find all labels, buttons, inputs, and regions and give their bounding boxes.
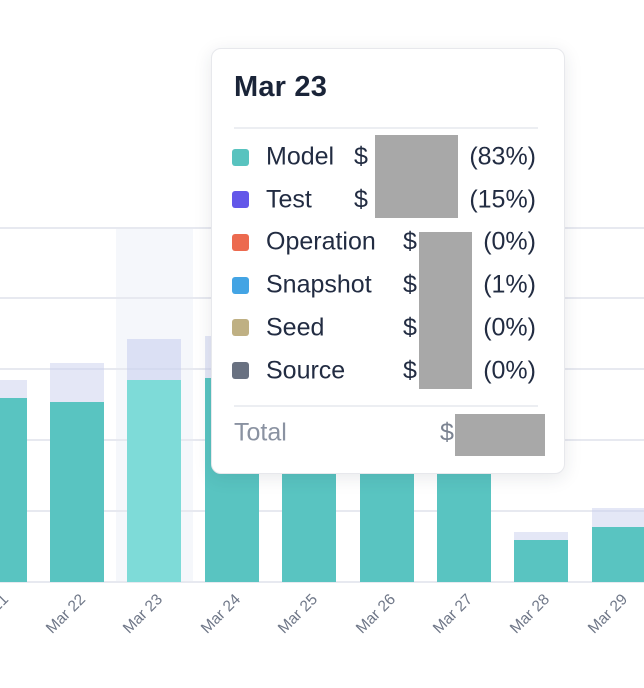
row-label: Model <box>266 142 335 171</box>
tooltip-divider-bottom <box>234 405 538 407</box>
model-swatch-icon <box>232 148 249 166</box>
tooltip-row-test: Test $ (15%) <box>212 179 564 221</box>
row-currency: $ <box>354 185 368 214</box>
row-label: Source <box>266 356 346 384</box>
row-label: Snapshot <box>266 270 372 299</box>
x-axis-label-mar-21: Mar 21 <box>0 591 13 637</box>
tooltip-row-seed: Seed $ (0%) <box>212 307 564 349</box>
redaction-box-total-value <box>455 414 545 456</box>
bar-mar-22[interactable] <box>50 363 104 582</box>
chart-tooltip: Mar 23 Model $ (83%) Test $ (15%) Operation $ (0… <box>211 48 565 474</box>
tooltip-divider-top <box>234 127 538 129</box>
bar-segment-other-costs <box>50 363 104 402</box>
redaction-box-category-values <box>419 232 472 389</box>
operation-swatch-icon <box>232 233 249 251</box>
x-axis-label-mar-27: Mar 27 <box>429 591 477 638</box>
tooltip-row-snapshot: Snapshot $ (1%) <box>212 264 564 306</box>
row-percentage: (0%) <box>483 313 536 342</box>
row-percentage: (0%) <box>483 356 536 384</box>
row-currency: $ <box>403 227 417 256</box>
tooltip-total-row: Total $ <box>212 412 564 454</box>
row-label: Test <box>266 185 312 214</box>
x-axis-label-mar-26: Mar 26 <box>352 591 400 638</box>
tooltip-title: Mar 23 <box>234 71 328 103</box>
row-currency: $ <box>403 356 417 384</box>
x-axis-label-mar-24: Mar 24 <box>197 591 245 638</box>
bar-segment-other-costs <box>0 380 27 398</box>
bar-mar-21[interactable] <box>0 380 27 582</box>
source-swatch-icon <box>232 362 249 379</box>
bar-segment-model <box>514 540 568 582</box>
row-label: Seed <box>266 313 325 342</box>
bar-segment-other-costs <box>127 339 181 380</box>
test-swatch-icon <box>232 191 249 209</box>
x-axis-label-mar-29: Mar 29 <box>584 591 632 638</box>
bar-mar-23[interactable] <box>127 339 181 582</box>
x-axis-label-mar-23: Mar 23 <box>119 591 167 638</box>
bar-segment-model <box>50 402 104 582</box>
row-percentage: (1%) <box>483 270 536 299</box>
bar-mar-29[interactable] <box>592 508 644 582</box>
row-label: Operation <box>266 227 376 256</box>
row-percentage: (83%) <box>469 142 536 171</box>
bar-mar-28[interactable] <box>514 532 568 582</box>
bar-segment-model <box>592 527 644 582</box>
row-currency: $ <box>354 142 368 171</box>
total-label: Total <box>234 418 287 447</box>
bar-segment-model <box>0 398 27 582</box>
row-percentage: (15%) <box>469 185 536 214</box>
bar-segment-model <box>127 380 181 582</box>
bar-segment-other-costs <box>592 508 644 527</box>
tooltip-row-source: Source $ (0%) <box>212 350 564 392</box>
row-currency: $ <box>403 313 417 342</box>
snapshot-swatch-icon <box>232 276 249 294</box>
x-axis-label-mar-22: Mar 22 <box>42 591 90 638</box>
x-axis-label-mar-25: Mar 25 <box>274 591 322 638</box>
row-currency: $ <box>403 270 417 299</box>
x-axis-line <box>0 581 644 583</box>
redaction-box-model-test-values <box>375 135 458 218</box>
seed-swatch-icon <box>232 319 249 337</box>
tooltip-row-operation: Operation $ (0%) <box>212 221 564 263</box>
tooltip-row-model: Model $ (83%) <box>212 136 564 178</box>
row-percentage: (0%) <box>483 227 536 256</box>
x-axis-label-mar-28: Mar 28 <box>506 591 554 638</box>
bar-segment-other-costs <box>514 532 568 540</box>
total-currency: $ <box>440 418 454 447</box>
